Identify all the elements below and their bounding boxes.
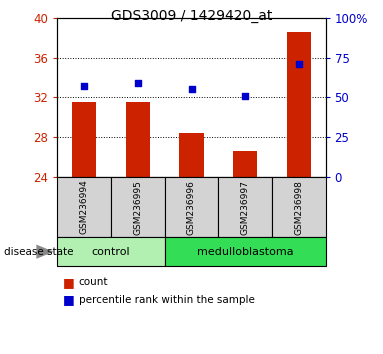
Point xyxy=(296,61,302,67)
Text: count: count xyxy=(79,277,108,287)
Text: control: control xyxy=(92,247,130,257)
Point xyxy=(188,86,195,92)
Bar xyxy=(218,177,272,237)
Bar xyxy=(233,151,257,177)
Text: disease state: disease state xyxy=(4,247,73,257)
Text: GSM236998: GSM236998 xyxy=(294,179,303,235)
Bar xyxy=(72,102,97,177)
Point xyxy=(81,84,87,89)
Text: GSM236995: GSM236995 xyxy=(133,179,142,235)
Bar xyxy=(179,133,204,177)
Bar xyxy=(286,32,311,177)
Bar xyxy=(57,237,165,266)
Point xyxy=(135,80,141,86)
Text: GDS3009 / 1429420_at: GDS3009 / 1429420_at xyxy=(111,9,272,23)
Text: percentile rank within the sample: percentile rank within the sample xyxy=(79,295,254,305)
Point xyxy=(242,93,248,99)
Text: medulloblastoma: medulloblastoma xyxy=(197,247,293,257)
Bar xyxy=(272,177,326,237)
Bar xyxy=(165,237,326,266)
Bar xyxy=(57,177,111,237)
Bar xyxy=(165,177,218,237)
Bar xyxy=(111,177,165,237)
Text: ■: ■ xyxy=(63,293,75,306)
Polygon shape xyxy=(36,245,54,259)
Text: ■: ■ xyxy=(63,276,75,289)
Bar xyxy=(126,102,150,177)
Text: GSM236996: GSM236996 xyxy=(187,179,196,235)
Text: GSM236997: GSM236997 xyxy=(241,179,250,235)
Text: GSM236994: GSM236994 xyxy=(80,180,89,234)
